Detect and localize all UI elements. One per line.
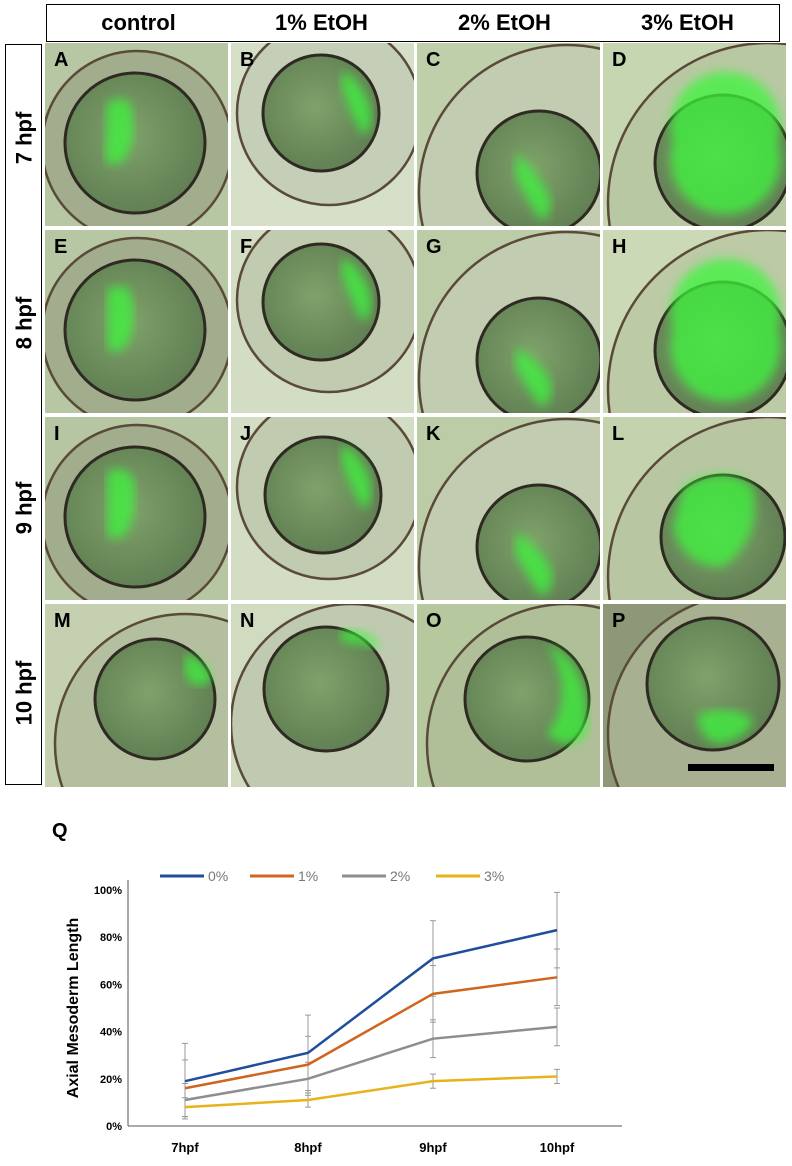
embryo-micrograph xyxy=(231,417,414,600)
embryo-micrograph xyxy=(417,417,600,600)
panel-letter: D xyxy=(612,49,627,71)
panel-letter: L xyxy=(612,423,625,445)
embryo-panel-b: B xyxy=(231,43,414,226)
x-tick-label: 7hpf xyxy=(171,1140,199,1155)
y-tick-label: 20% xyxy=(100,1074,122,1086)
column-title-control: control xyxy=(101,10,176,35)
panel-letter: E xyxy=(54,236,68,258)
x-tick-label: 9hpf xyxy=(419,1140,447,1155)
x-tick-label: 8hpf xyxy=(294,1140,322,1155)
panel-letter: H xyxy=(612,236,627,258)
axial-mesoderm-chart: Q 0% 20% 40% 60% 80% 100% 7hpf 8hpf 9hpf 10hpf Axi… xyxy=(52,820,622,1155)
embryo-micrograph xyxy=(603,417,786,600)
panel-letter: B xyxy=(240,49,255,71)
panel-letter: C xyxy=(426,49,441,71)
embryo-panel-c: C xyxy=(417,43,600,226)
y-axis-label: Axial Mesoderm Length xyxy=(65,918,82,1098)
chart-panel-label: Q xyxy=(52,820,68,842)
x-tick-label: 10hpf xyxy=(540,1140,575,1155)
embryo-panel-m: M xyxy=(45,604,228,787)
panel-letter: N xyxy=(240,610,255,632)
embryo-micrograph xyxy=(603,604,786,787)
legend-entry: 0% xyxy=(208,868,228,884)
y-tick-label: 40% xyxy=(100,1027,122,1039)
embryo-micrograph xyxy=(417,230,600,413)
embryo-micrograph xyxy=(45,43,228,226)
embryo-panel-e: E xyxy=(45,230,228,413)
embryo-image-grid: A B C xyxy=(45,43,787,787)
panel-letter: I xyxy=(54,423,60,445)
series-line-0 xyxy=(184,928,558,1083)
embryo-micrograph xyxy=(231,43,414,226)
legend-entry: 2% xyxy=(390,868,410,884)
column-header-bar: control 1% EtOH 2% EtOH 3% EtOH xyxy=(46,4,780,42)
panel-letter: F xyxy=(240,236,253,258)
panel-letter: K xyxy=(426,423,441,445)
panel-letter: J xyxy=(240,423,252,445)
column-title-2-etoh: 2% EtOH xyxy=(458,10,551,35)
column-title-1-etoh: 1% EtOH xyxy=(275,10,368,35)
series-line-2 xyxy=(184,1025,558,1102)
panel-letter: A xyxy=(54,49,69,71)
legend-entry: 1% xyxy=(298,868,318,884)
row-title-9-hpf: 9 hpf xyxy=(11,481,37,534)
panel-letter: M xyxy=(54,610,71,632)
embryo-panel-h: H xyxy=(603,230,786,413)
y-tick-label: 100% xyxy=(94,885,122,897)
embryo-micrograph xyxy=(231,604,414,787)
embryo-micrograph xyxy=(45,417,228,600)
embryo-panel-k: K xyxy=(417,417,600,600)
embryo-micrograph xyxy=(45,230,228,413)
embryo-panel-i: I xyxy=(45,417,228,600)
y-tick-label: 60% xyxy=(100,979,122,991)
embryo-micrograph xyxy=(231,230,414,413)
embryo-panel-j: J xyxy=(231,417,414,600)
embryo-panel-p: P xyxy=(603,604,786,787)
y-tick-label: 80% xyxy=(100,932,122,944)
embryo-panel-f: F xyxy=(231,230,414,413)
embryo-panel-o: O xyxy=(417,604,600,787)
embryo-micrograph xyxy=(45,604,228,787)
series-line-1 xyxy=(184,976,558,1090)
embryo-panel-d: D xyxy=(603,43,786,226)
embryo-panel-g: G xyxy=(417,230,600,413)
embryo-panel-a: A xyxy=(45,43,228,226)
row-title-10-hpf: 10 hpf xyxy=(11,660,37,725)
y-tick-label: 0% xyxy=(106,1121,122,1133)
scale-bar xyxy=(688,764,774,771)
embryo-panel-n: N xyxy=(231,604,414,787)
series-line-3 xyxy=(184,1075,558,1109)
row-title-8-hpf: 8 hpf xyxy=(11,296,37,349)
embryo-micrograph xyxy=(417,43,600,226)
column-title-3-etoh: 3% EtOH xyxy=(641,10,734,35)
embryo-micrograph xyxy=(417,604,600,787)
legend-entry: 3% xyxy=(484,868,504,884)
embryo-panel-l: L xyxy=(603,417,786,600)
row-header-bar: 7 hpf 8 hpf 9 hpf 10 hpf xyxy=(5,44,42,785)
panel-letter: G xyxy=(426,236,442,258)
embryo-micrograph xyxy=(603,43,786,226)
panel-letter: P xyxy=(612,610,626,632)
row-title-7-hpf: 7 hpf xyxy=(11,111,37,164)
panel-letter: O xyxy=(426,610,442,632)
embryo-micrograph xyxy=(603,230,786,413)
